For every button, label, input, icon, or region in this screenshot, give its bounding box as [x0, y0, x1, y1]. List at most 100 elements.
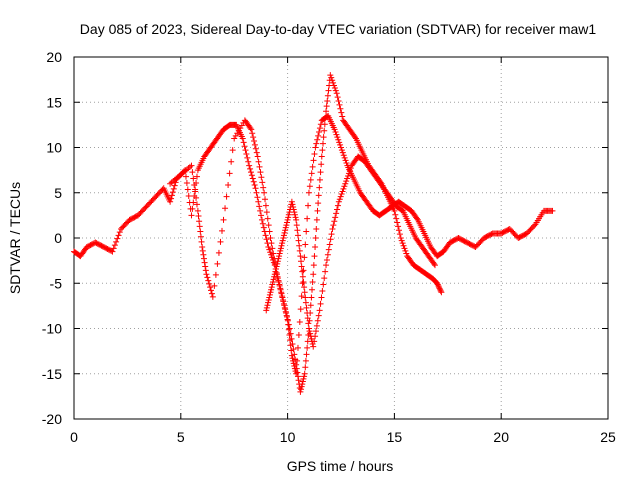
- data-point-trace-b: [281, 302, 288, 309]
- data-point-trace-b: [247, 125, 254, 132]
- data-point-trace-c: [293, 222, 300, 229]
- data-point-trace-b: [316, 176, 323, 183]
- data-point-trace-a: [258, 216, 265, 223]
- data-point-trace-b: [200, 251, 207, 258]
- data-point-trace-c: [322, 268, 329, 275]
- data-point-trace-c: [337, 193, 344, 200]
- data-point-trace-b: [262, 202, 269, 209]
- data-point-trace-a: [338, 147, 345, 154]
- x-tick-label: 25: [600, 429, 616, 445]
- data-point-trace-b: [294, 373, 301, 380]
- data-point-trace-b: [338, 109, 345, 116]
- data-point-trace-b: [292, 356, 299, 363]
- data-point-trace-a: [297, 306, 304, 313]
- y-tick-label: -10: [42, 321, 62, 337]
- data-point-trace-b: [310, 271, 317, 278]
- data-point-trace-b: [223, 193, 230, 200]
- data-point-trace-b: [397, 235, 404, 241]
- data-point-trace-b: [208, 290, 215, 297]
- data-point-trace-c: [293, 216, 300, 223]
- y-tick-label: 15: [46, 94, 62, 110]
- data-point-trace-a: [300, 267, 307, 274]
- data-point-trace-b: [256, 163, 263, 170]
- y-tick-label: -5: [50, 275, 63, 291]
- data-point-trace-c: [296, 242, 303, 249]
- data-point-trace-c: [307, 330, 314, 337]
- data-point-trace-b: [260, 184, 267, 191]
- data-point-trace-c: [334, 202, 341, 209]
- data-point-trace-a: [295, 331, 302, 338]
- data-point-trace-b: [294, 369, 301, 376]
- data-point-trace-b: [280, 298, 287, 305]
- data-point-trace-a: [183, 180, 190, 187]
- data-point-trace-a: [240, 139, 247, 146]
- data-point-trace-c: [265, 297, 272, 304]
- x-axis-label: GPS time / hours: [287, 458, 394, 474]
- x-tick-label: 5: [177, 429, 185, 445]
- data-point-trace-a: [549, 207, 556, 214]
- data-point-trace-a: [286, 331, 293, 338]
- data-point-trace-b: [331, 85, 338, 92]
- data-point-trace-c: [319, 288, 326, 295]
- data-point-trace-c: [274, 260, 281, 267]
- data-point-trace-c: [268, 286, 275, 293]
- data-point-trace-c: [302, 294, 309, 301]
- data-point-trace-b: [263, 209, 270, 216]
- data-point-trace-a: [305, 189, 312, 196]
- data-point-trace-b: [193, 194, 200, 201]
- data-point-trace-b: [222, 205, 229, 212]
- data-point-trace-c: [316, 307, 323, 314]
- data-point-trace-b: [435, 284, 442, 291]
- y-tick-label: 20: [46, 49, 62, 65]
- data-point-trace-c: [274, 258, 281, 265]
- data-point-trace-b: [193, 201, 200, 208]
- data-point-trace-c: [292, 214, 299, 221]
- data-point-trace-b: [278, 290, 285, 297]
- y-tick-label: -20: [42, 411, 62, 427]
- data-point-trace-a: [111, 242, 118, 249]
- data-point-trace-b: [248, 126, 255, 133]
- data-point-trace-c: [306, 328, 313, 335]
- data-point-trace-b: [392, 211, 399, 218]
- data-point-trace-a: [168, 192, 175, 199]
- data-point-trace-b: [204, 274, 211, 281]
- data-point-trace-b: [268, 240, 275, 247]
- data-point-trace-a: [255, 198, 262, 205]
- data-point-trace-a: [310, 157, 317, 164]
- data-point-trace-c: [266, 291, 273, 298]
- data-point-trace-b: [274, 275, 281, 282]
- data-point-trace-a: [244, 154, 251, 161]
- data-point-trace-b: [322, 114, 329, 121]
- data-point-trace-b: [328, 74, 335, 81]
- data-point-trace-a: [289, 355, 296, 362]
- data-point-trace-c: [281, 229, 288, 236]
- data-point-trace-c: [283, 219, 290, 226]
- data-point-trace-a: [242, 147, 249, 154]
- data-point-trace-b: [434, 280, 441, 287]
- data-point-trace-a: [305, 202, 312, 209]
- data-point-trace-c: [304, 309, 311, 316]
- data-point-trace-a: [312, 144, 319, 151]
- data-point-trace-b: [402, 247, 409, 254]
- data-point-trace-b: [401, 245, 408, 252]
- data-point-trace-b: [333, 90, 340, 97]
- data-point-trace-a: [316, 125, 323, 132]
- data-point-trace-b: [319, 140, 326, 147]
- data-point-trace-b: [197, 228, 204, 235]
- data-point-trace-b: [283, 313, 290, 320]
- data-point-trace-b: [202, 267, 209, 274]
- data-point-trace-b: [289, 341, 296, 348]
- data-point-trace-a: [306, 183, 313, 190]
- data-point-trace-c: [338, 191, 345, 198]
- data-point-trace-b: [320, 134, 327, 141]
- data-point-trace-c: [279, 237, 286, 244]
- data-point-trace-b: [264, 215, 271, 222]
- data-point-trace-a: [263, 236, 270, 243]
- x-tick-label: 20: [493, 429, 509, 445]
- data-point-trace-c: [276, 250, 283, 257]
- data-point-trace-a: [256, 203, 263, 210]
- data-point-trace-a: [167, 198, 174, 205]
- data-point-trace-c: [336, 196, 343, 203]
- data-point-trace-b: [220, 216, 227, 223]
- data-point-trace-a: [316, 128, 323, 135]
